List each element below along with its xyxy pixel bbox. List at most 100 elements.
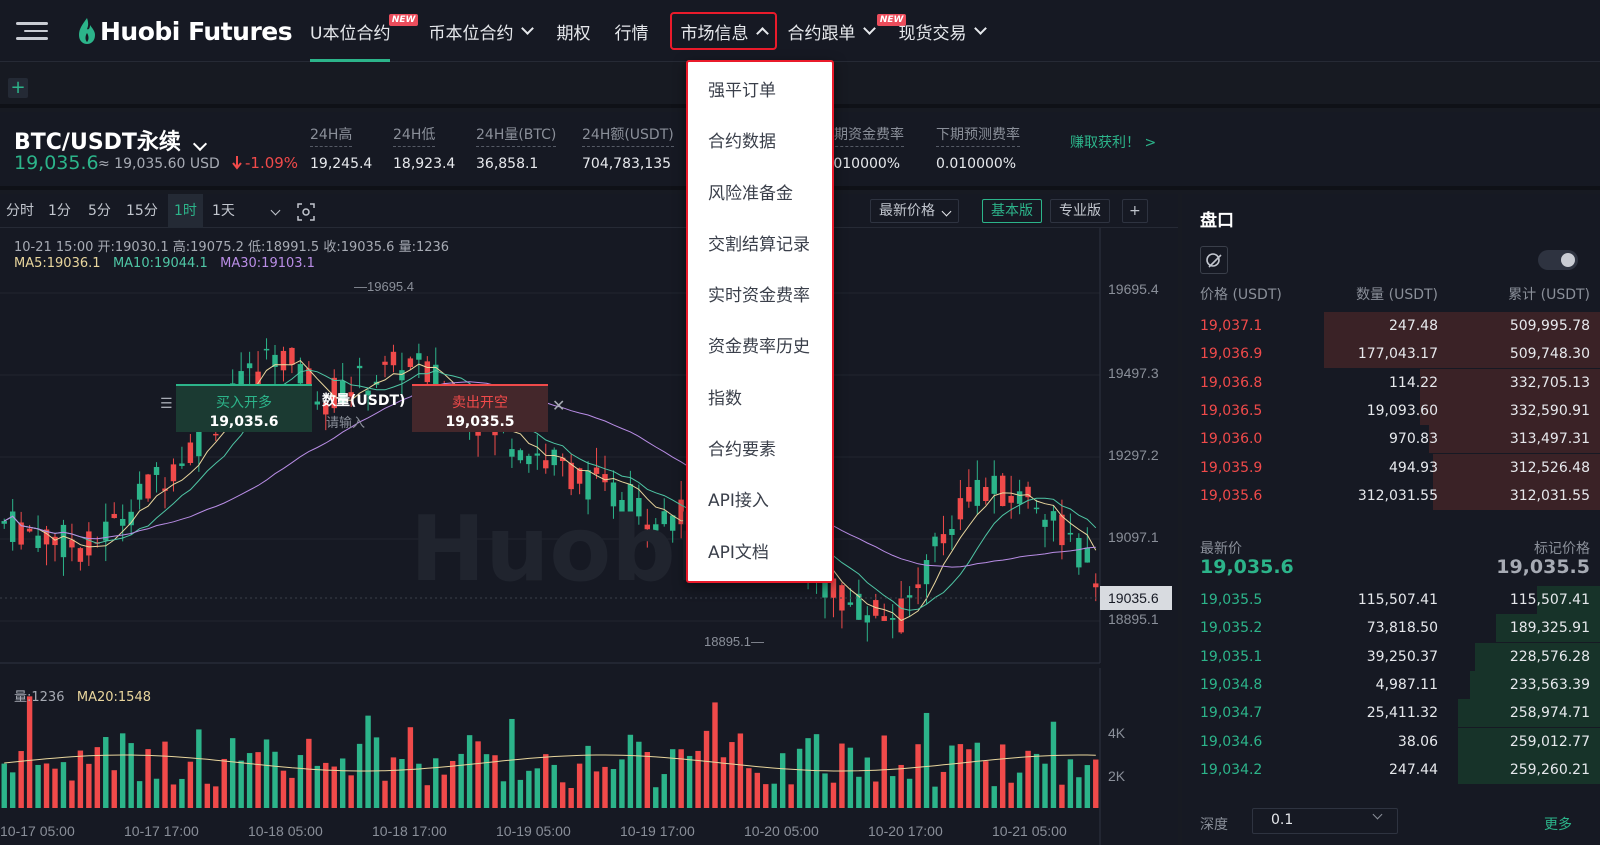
quantity-label: 数量(USDT) xyxy=(322,393,406,409)
dropdown-item-0[interactable]: 强平订单 xyxy=(708,81,776,101)
bid-row[interactable]: 19,035.1 39,250.37 228,576.28 xyxy=(1182,642,1600,671)
ask-row[interactable]: 19,036.9 177,043.17 509,748.30 xyxy=(1182,340,1600,369)
volume-bar xyxy=(1050,721,1057,808)
candle-body xyxy=(940,534,947,544)
row-price: 19,036.8 xyxy=(1200,374,1263,391)
ma30-line xyxy=(3,381,1096,568)
ask-row[interactable]: 19,035.6 312,031.55 312,031.55 xyxy=(1182,481,1600,510)
candle-body xyxy=(348,392,354,397)
depth-bar xyxy=(1457,755,1600,784)
nav-item-6[interactable]: 现货交易 xyxy=(898,0,997,62)
ma5-label: MA5:19036.1 xyxy=(14,256,101,271)
timeframe-0[interactable]: 分时 xyxy=(6,203,34,219)
dropdown-item-1[interactable]: 合约数据 xyxy=(708,132,776,153)
ask-row[interactable]: 19,036.5 19,093.60 332,590.91 xyxy=(1182,396,1600,425)
toggle-switch[interactable] xyxy=(1538,250,1578,270)
volume-bar xyxy=(1,763,7,808)
approx-usd: ≈ 19,035.60 USD xyxy=(98,156,220,172)
volume-bar xyxy=(1016,772,1023,808)
dropdown-item-7[interactable]: 合约要素 xyxy=(708,440,776,461)
candle-body xyxy=(830,578,837,598)
candle-body xyxy=(559,457,566,462)
earn-link[interactable]: 赚取获利！ > xyxy=(1070,135,1157,151)
last-price-label: 最新价 xyxy=(1200,541,1242,557)
row-qty: 38.06 xyxy=(1397,733,1438,750)
drag-handle-icon[interactable]: ☰ xyxy=(160,396,173,412)
candle-body xyxy=(543,460,549,469)
bid-row[interactable]: 19,034.8 4,987.11 233,563.39 xyxy=(1182,670,1600,699)
pair-selector[interactable]: BTC/USDT永续 xyxy=(14,124,208,156)
timeframe-3[interactable]: 15分 xyxy=(126,203,158,219)
dropdown-item-6[interactable]: 指数 xyxy=(708,388,742,409)
dropdown-item-4[interactable]: 实时资金费率 xyxy=(708,286,810,307)
basic-view-button[interactable]: 基本版 xyxy=(982,199,1042,223)
buy-long-button[interactable]: 买入开多 19,035.6 xyxy=(176,384,312,432)
price-type-select[interactable]: 最新价格 xyxy=(870,199,959,223)
volume-bar xyxy=(272,751,278,808)
candle-body xyxy=(1,521,7,524)
dropdown-item-8[interactable]: API接入 xyxy=(708,491,769,512)
candlestick-chart[interactable]: 19695.4 19497.3 19297.2 19097.1 18895.1 19035… xyxy=(0,228,1178,845)
quantity-input[interactable]: 请输入 xyxy=(326,416,366,431)
y-tick-label: 19497.3 xyxy=(1108,365,1159,381)
change-value: -1.09% xyxy=(245,154,299,172)
chevron-down-icon[interactable] xyxy=(262,202,281,218)
timeframe-2[interactable]: 5分 xyxy=(88,203,111,219)
bid-row[interactable]: 19,035.5 115,507.41 115,507.41 xyxy=(1182,586,1600,614)
nav-item-1[interactable]: 币本位合约 xyxy=(428,0,544,62)
dropdown-item-5[interactable]: 资金费率历史 xyxy=(708,337,810,358)
add-tab-button[interactable]: + xyxy=(8,78,28,98)
x-tick-label: 10-19 17:00 xyxy=(620,823,695,839)
nav-item-2[interactable]: 期权 xyxy=(556,0,602,62)
chart-panel: 分时 1分 5分 15分 1时 1天 最新价格 基本版 专业版 + 19695.4 1949… xyxy=(0,194,1178,845)
depth-mode-icon[interactable] xyxy=(1200,246,1228,274)
ask-row[interactable]: 19,037.1 247.48 509,995.78 xyxy=(1182,312,1600,340)
nav-item-4[interactable]: 市场信息 xyxy=(670,12,778,50)
price-change: -1.09% xyxy=(232,154,298,172)
volume-bar xyxy=(306,738,312,808)
volume-bar xyxy=(991,786,997,808)
candle-body xyxy=(881,616,887,621)
dropdown-item-2[interactable]: 风险准备金 xyxy=(708,183,793,204)
more-link[interactable]: 更多 xyxy=(1544,817,1572,833)
candle-body xyxy=(323,402,329,415)
candle-body xyxy=(636,497,642,517)
depth-select[interactable]: 0.1 xyxy=(1252,808,1398,834)
add-indicator-button[interactable]: + xyxy=(1122,199,1148,223)
volume-bar xyxy=(390,757,397,808)
bid-row[interactable]: 19,034.6 38.06 259,012.77 xyxy=(1182,727,1600,756)
candle-body xyxy=(179,463,185,466)
nav-item-5[interactable]: 合约跟单 NEW xyxy=(787,0,907,62)
menu-icon[interactable] xyxy=(16,22,50,40)
ask-row[interactable]: 19,036.8 114.22 332,705.13 xyxy=(1182,368,1600,397)
timeframe-5[interactable]: 1天 xyxy=(212,203,235,219)
screenshot-icon[interactable] xyxy=(296,202,316,222)
volume-bar xyxy=(796,748,803,808)
volume-bar xyxy=(297,755,304,808)
close-icon[interactable]: ✕ xyxy=(552,396,566,415)
dropdown-item-9[interactable]: API文档 xyxy=(708,542,769,563)
nav-item-label: 币本位合约 xyxy=(428,23,514,44)
nav-item-3[interactable]: 行情 xyxy=(614,0,660,62)
volume-bar xyxy=(957,744,964,808)
volume-bar xyxy=(593,771,600,808)
logo[interactable]: Huobi Futures xyxy=(78,14,293,48)
arrow-down-icon xyxy=(232,156,242,170)
sell-short-button[interactable]: 卖出开空 19,035.5 xyxy=(412,384,548,432)
volume-bar xyxy=(1093,759,1099,808)
row-cum: 228,576.28 xyxy=(1509,648,1590,665)
ask-row[interactable]: 19,035.9 494.93 312,526.48 xyxy=(1182,453,1600,482)
volume-bar xyxy=(526,770,532,808)
ask-row[interactable]: 19,036.0 970.83 313,497.31 xyxy=(1182,425,1600,454)
bid-row[interactable]: 19,035.2 73,818.50 189,325.91 xyxy=(1182,614,1600,643)
pro-view-button[interactable]: 专业版 xyxy=(1050,199,1110,223)
timeframe-4[interactable]: 1时 xyxy=(168,194,203,228)
candle-body xyxy=(162,488,168,491)
timeframe-1[interactable]: 1分 xyxy=(48,203,71,219)
dropdown-item-3[interactable]: 交割结算记录 xyxy=(708,234,810,255)
bid-row[interactable]: 19,034.7 25,411.32 258,974.71 xyxy=(1182,699,1600,728)
bid-row[interactable]: 19,034.2 247.44 259,260.21 xyxy=(1182,755,1600,784)
nav-item-0[interactable]: U本位合约 NEW xyxy=(310,0,419,62)
row-qty: 247.44 xyxy=(1389,761,1438,778)
nav-item-label: U本位合约 xyxy=(310,23,391,44)
